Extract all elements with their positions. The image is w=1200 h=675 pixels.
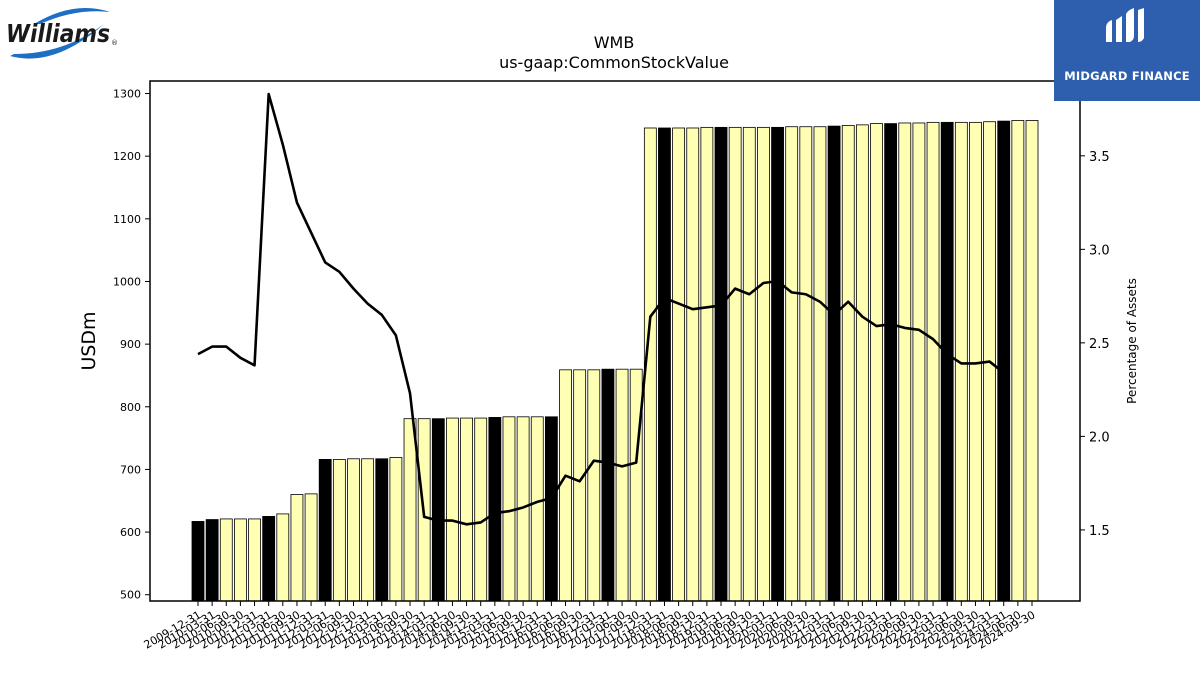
bar-2024-09-30 xyxy=(1025,120,1039,602)
bar-2013-06-30 xyxy=(389,457,403,602)
bar-2012-06-30 xyxy=(332,459,346,602)
y-tick-label: 1000 xyxy=(113,275,141,288)
bar-2023-03-31 xyxy=(940,121,954,602)
y2-tick-label: 3.0 xyxy=(1089,243,1110,258)
bar-2020-03-31 xyxy=(771,126,784,602)
bar-2016-06-30 xyxy=(559,369,572,602)
bar-2016-12-31 xyxy=(587,369,601,602)
y-tick-label: 800 xyxy=(120,401,141,414)
bar-2018-09-30 xyxy=(686,127,700,602)
y2-axis-label: Percentage of Assets xyxy=(1125,278,1139,404)
bar-2014-09-30 xyxy=(460,417,473,602)
plot-frame xyxy=(149,80,1081,602)
y2-tick-label: 2.5 xyxy=(1089,337,1110,352)
bar-2017-03-31 xyxy=(601,368,615,602)
bar-2020-09-30 xyxy=(799,126,813,602)
bar-2011-12-31 xyxy=(304,493,318,602)
y-axis-label: USDm xyxy=(78,311,100,370)
bar-2021-09-30 xyxy=(855,124,869,602)
y2-tick-label: 1.5 xyxy=(1089,524,1110,539)
bar-2024-03-31 xyxy=(997,120,1011,602)
bar-2019-09-30 xyxy=(742,126,756,602)
bar-2010-12-31 xyxy=(248,518,261,602)
midgard-emblem-icon xyxy=(1106,8,1144,42)
midgard-finance-text: MIDGARD FINANCE xyxy=(1064,69,1190,83)
bar-2016-03-31 xyxy=(544,416,558,602)
bar-2022-06-30 xyxy=(898,122,912,602)
y-tick-label: 700 xyxy=(120,463,141,476)
bar-2016-09-30 xyxy=(573,369,587,602)
y-tick-label: 1100 xyxy=(113,213,141,226)
bar-2010-09-30 xyxy=(234,518,247,602)
swoosh-icon xyxy=(10,24,104,59)
bar-2014-06-30 xyxy=(446,417,459,602)
williams-logo: Williams ® xyxy=(4,4,118,66)
bar-2010-06-30 xyxy=(219,518,233,602)
chart-title: WMB xyxy=(594,33,635,52)
bar-2014-03-31 xyxy=(431,418,445,602)
bar-2021-12-31 xyxy=(870,123,883,602)
y2-tick-label: 2.0 xyxy=(1089,430,1110,445)
y-tick-label: 500 xyxy=(120,589,141,602)
bar-2018-06-30 xyxy=(672,127,686,602)
williams-registered-mark: ® xyxy=(111,39,118,47)
percentage-of-assets-line xyxy=(197,92,1005,526)
bar-2018-03-31 xyxy=(658,127,671,602)
bar-2013-09-30 xyxy=(403,418,417,602)
bar-2015-12-31 xyxy=(530,416,544,602)
bar-2022-09-30 xyxy=(912,122,926,602)
bar-2022-03-31 xyxy=(884,123,898,602)
bar-2011-03-31 xyxy=(262,516,276,602)
y2-tick-label: 3.5 xyxy=(1089,150,1110,165)
bar-2024-06-30 xyxy=(1011,120,1025,602)
midgard-finance-logo: MIDGARD FINANCE xyxy=(1054,0,1200,101)
bar-2010-03-31 xyxy=(205,519,219,602)
bar-2012-12-31 xyxy=(361,458,375,602)
bar-2012-03-31 xyxy=(318,459,332,602)
y-tick-label: 900 xyxy=(120,338,141,351)
bar-2017-06-30 xyxy=(615,368,629,602)
bar-2017-09-30 xyxy=(629,368,643,602)
bar-2011-06-30 xyxy=(276,513,290,602)
bar-2011-09-30 xyxy=(290,494,304,602)
williams-logo-text: Williams xyxy=(6,19,110,48)
bar-2022-12-31 xyxy=(926,121,940,602)
bar-2021-06-30 xyxy=(841,125,855,602)
y-tick-label: 600 xyxy=(120,526,141,539)
bar-2013-03-31 xyxy=(375,458,389,602)
bar-2020-12-31 xyxy=(813,126,827,602)
chart-subtitle: us-gaap:CommonStockValue xyxy=(499,53,729,72)
bar-2015-03-31 xyxy=(488,417,502,602)
y-tick-label: 1300 xyxy=(113,88,141,101)
bar-2012-09-30 xyxy=(347,458,360,602)
bar-2019-06-30 xyxy=(728,126,742,602)
bar-2018-12-31 xyxy=(700,126,714,602)
bar-2009-12-31 xyxy=(191,521,205,602)
bar-2014-12-31 xyxy=(474,417,488,602)
bar-2019-03-31 xyxy=(714,126,728,602)
y-tick-label: 1200 xyxy=(113,150,141,163)
bar-2020-06-30 xyxy=(785,126,799,602)
bar-2019-12-31 xyxy=(757,126,770,602)
bar-2021-03-31 xyxy=(827,125,841,602)
